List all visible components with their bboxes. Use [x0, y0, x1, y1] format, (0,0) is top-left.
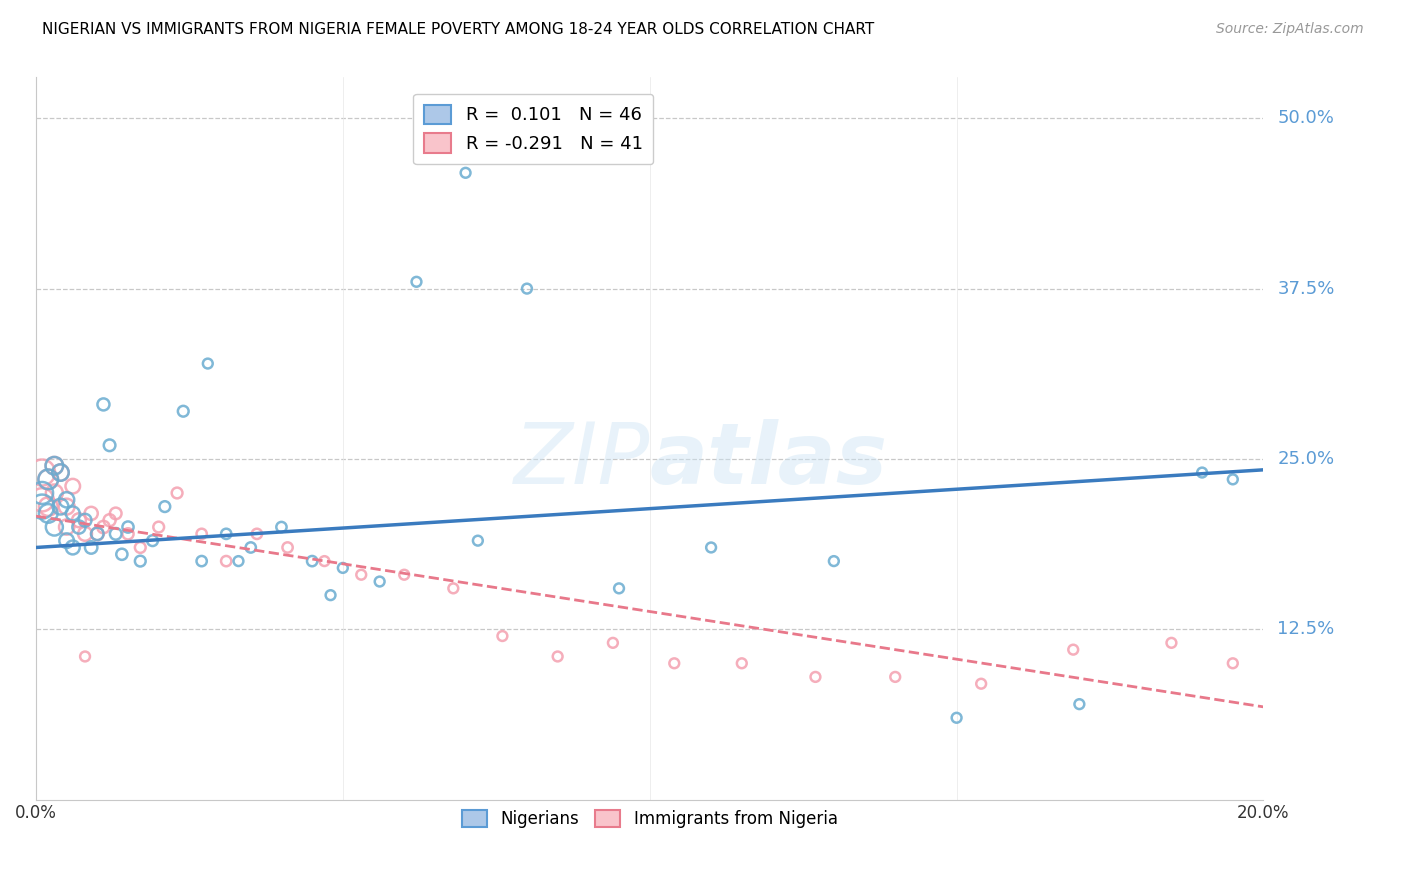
Point	[945, 711, 967, 725]
Point	[49, 500, 72, 514]
Point	[44, 520, 66, 534]
Point	[49, 466, 72, 480]
Point	[332, 561, 354, 575]
Point	[1222, 472, 1244, 486]
Point	[73, 513, 96, 527]
Point	[1160, 636, 1182, 650]
Point	[55, 492, 77, 507]
Point	[215, 554, 238, 568]
Point	[44, 458, 66, 473]
Point	[246, 526, 269, 541]
Point	[62, 507, 84, 521]
Point	[37, 472, 59, 486]
Point	[405, 275, 427, 289]
Point	[129, 554, 152, 568]
Point	[44, 486, 66, 500]
Point	[319, 588, 342, 602]
Text: 25.0%: 25.0%	[1278, 450, 1334, 468]
Point	[49, 466, 72, 480]
Point	[111, 547, 134, 561]
Point	[62, 479, 84, 493]
Point	[142, 533, 165, 548]
Point	[239, 541, 262, 555]
Point	[80, 507, 103, 521]
Point	[117, 526, 139, 541]
Point	[98, 438, 121, 452]
Point	[467, 533, 489, 548]
Point	[31, 466, 53, 480]
Point	[314, 554, 336, 568]
Point	[31, 486, 53, 500]
Point	[148, 520, 170, 534]
Point	[86, 526, 108, 541]
Text: 37.5%: 37.5%	[1278, 279, 1334, 298]
Point	[98, 513, 121, 527]
Point	[73, 649, 96, 664]
Point	[700, 541, 723, 555]
Point	[67, 520, 90, 534]
Text: NIGERIAN VS IMMIGRANTS FROM NIGERIA FEMALE POVERTY AMONG 18-24 YEAR OLDS CORRELA: NIGERIAN VS IMMIGRANTS FROM NIGERIA FEMA…	[42, 22, 875, 37]
Point	[67, 513, 90, 527]
Point	[62, 541, 84, 555]
Point	[55, 533, 77, 548]
Point	[129, 541, 152, 555]
Point	[55, 520, 77, 534]
Point	[172, 404, 194, 418]
Point	[454, 166, 477, 180]
Point	[104, 507, 127, 521]
Text: atlas: atlas	[650, 418, 887, 501]
Point	[37, 507, 59, 521]
Legend: Nigerians, Immigrants from Nigeria: Nigerians, Immigrants from Nigeria	[456, 803, 845, 835]
Point	[228, 554, 250, 568]
Point	[884, 670, 907, 684]
Point	[166, 486, 188, 500]
Point	[80, 541, 103, 555]
Point	[37, 500, 59, 514]
Point	[104, 526, 127, 541]
Point	[731, 657, 754, 671]
Point	[441, 582, 464, 596]
Text: 50.0%: 50.0%	[1278, 110, 1334, 128]
Point	[350, 567, 373, 582]
Point	[392, 567, 415, 582]
Point	[86, 526, 108, 541]
Point	[153, 500, 176, 514]
Point	[93, 397, 115, 411]
Point	[1069, 697, 1091, 711]
Point	[804, 670, 827, 684]
Point	[197, 357, 219, 371]
Point	[190, 554, 212, 568]
Point	[1191, 466, 1213, 480]
Point	[1062, 642, 1084, 657]
Text: ZIP: ZIP	[513, 418, 650, 501]
Point	[602, 636, 624, 650]
Point	[44, 458, 66, 473]
Point	[970, 676, 993, 690]
Point	[93, 520, 115, 534]
Point	[117, 520, 139, 534]
Point	[31, 492, 53, 507]
Point	[270, 520, 292, 534]
Point	[215, 526, 238, 541]
Point	[368, 574, 391, 589]
Point	[823, 554, 845, 568]
Point	[664, 657, 686, 671]
Point	[516, 282, 538, 296]
Point	[301, 554, 323, 568]
Point	[73, 526, 96, 541]
Point	[190, 526, 212, 541]
Text: 12.5%: 12.5%	[1278, 620, 1334, 638]
Point	[607, 582, 630, 596]
Point	[1222, 657, 1244, 671]
Text: Source: ZipAtlas.com: Source: ZipAtlas.com	[1216, 22, 1364, 37]
Point	[277, 541, 299, 555]
Point	[37, 472, 59, 486]
Point	[31, 500, 53, 514]
Point	[491, 629, 513, 643]
Point	[547, 649, 569, 664]
Point	[55, 500, 77, 514]
